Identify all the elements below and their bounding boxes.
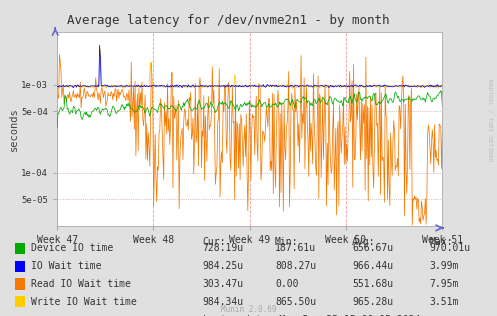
Bar [15,278,25,289]
Text: Read IO Wait time: Read IO Wait time [31,279,131,289]
Text: Device IO time: Device IO time [31,243,113,253]
Text: 808.27u: 808.27u [275,261,316,271]
Y-axis label: seconds: seconds [8,107,18,151]
Text: Max:: Max: [429,237,453,247]
Text: 0.00: 0.00 [275,279,299,289]
Text: 187.61u: 187.61u [275,243,316,253]
Text: Avg:: Avg: [352,237,376,247]
Text: 865.50u: 865.50u [275,297,316,307]
Text: 303.47u: 303.47u [203,279,244,289]
Text: 965.28u: 965.28u [352,297,393,307]
Text: 728.19u: 728.19u [203,243,244,253]
Text: 3.51m: 3.51m [429,297,459,307]
Text: 984.25u: 984.25u [203,261,244,271]
Text: Last update: Mon Dec 23 15:00:05 2024: Last update: Mon Dec 23 15:00:05 2024 [203,315,420,316]
Text: RRDTOOL / TOBI OETIKER: RRDTOOL / TOBI OETIKER [487,79,492,161]
Text: 551.68u: 551.68u [352,279,393,289]
Bar [15,296,25,307]
Text: IO Wait time: IO Wait time [31,261,101,271]
Text: Munin 2.0.69: Munin 2.0.69 [221,306,276,314]
Bar [15,260,25,272]
Text: 966.44u: 966.44u [352,261,393,271]
Text: 970.01u: 970.01u [429,243,471,253]
Text: 3.99m: 3.99m [429,261,459,271]
Text: Min:: Min: [275,237,299,247]
Text: 984.34u: 984.34u [203,297,244,307]
Text: 7.95m: 7.95m [429,279,459,289]
Text: Cur:: Cur: [203,237,226,247]
Bar [15,243,25,254]
Text: Write IO Wait time: Write IO Wait time [31,297,136,307]
Text: 656.67u: 656.67u [352,243,393,253]
Text: Average latency for /dev/nvme2n1 - by month: Average latency for /dev/nvme2n1 - by mo… [68,14,390,27]
